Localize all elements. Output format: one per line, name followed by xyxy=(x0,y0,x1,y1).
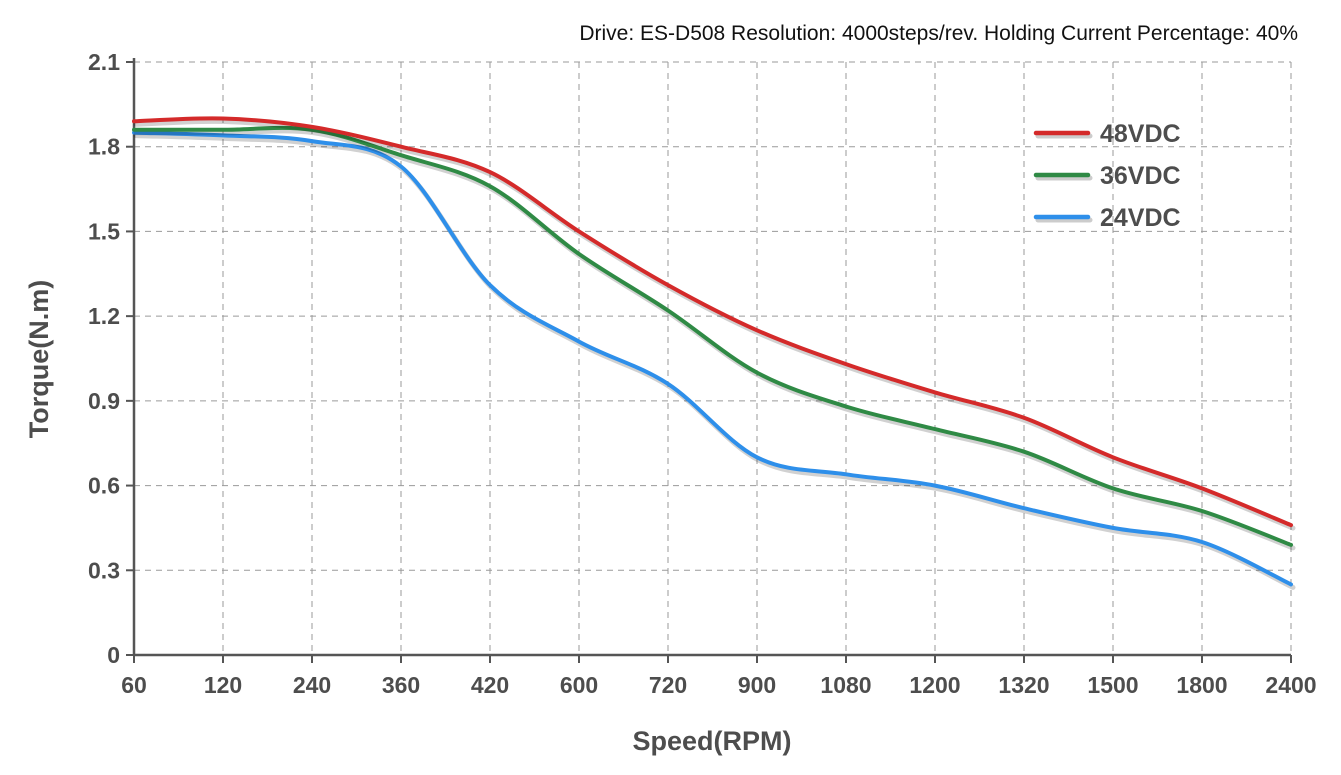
y-tick-label: 0.6 xyxy=(88,473,120,499)
x-tick-label: 600 xyxy=(560,672,598,698)
x-tick-label: 1500 xyxy=(1087,672,1138,698)
x-tick-label: 1320 xyxy=(998,672,1049,698)
x-tick-label: 1080 xyxy=(820,672,871,698)
x-tick-label: 360 xyxy=(382,672,420,698)
x-tick-labels: 60 120 240 360 420 600 720 900 1080 1200 1320 1500 1… xyxy=(121,672,1316,698)
grid xyxy=(134,61,1292,655)
y-tick-label: 2.1 xyxy=(88,49,120,75)
legend: 48VDC 36VDC 24VDC xyxy=(1033,120,1181,232)
chart-title: Drive: ES-D508 Resolution: 4000steps/rev… xyxy=(579,22,1298,45)
x-axis-title: Speed(RPM) xyxy=(632,726,791,756)
y-tick-label: 0.3 xyxy=(88,557,120,583)
y-tick-label: 1.5 xyxy=(88,218,120,244)
series-line-24vdc xyxy=(132,130,1293,587)
x-tick-label: 1200 xyxy=(909,672,960,698)
y-tick-label: 0.9 xyxy=(88,388,120,414)
series-line-36vdc xyxy=(132,125,1293,547)
x-tick-label: 720 xyxy=(649,672,687,698)
x-tick-label: 900 xyxy=(738,672,776,698)
y-tick-label: 1.2 xyxy=(88,303,120,329)
y-axis-title: Torque(N.m) xyxy=(24,280,54,438)
series-line-48vdc xyxy=(132,116,1293,528)
axes xyxy=(126,58,1292,663)
legend-label-24vdc: 24VDC xyxy=(1100,204,1181,232)
series-lines xyxy=(132,116,1296,590)
y-tick-labels: 0 0.3 0.6 0.9 1.2 1.5 1.8 2.1 xyxy=(88,49,120,668)
x-tick-label: 420 xyxy=(471,672,509,698)
x-tick-label: 60 xyxy=(121,672,147,698)
x-tick-label: 240 xyxy=(293,672,331,698)
legend-label-36vdc: 36VDC xyxy=(1100,162,1181,190)
legend-label-48vdc: 48VDC xyxy=(1100,120,1181,148)
series-shadow-36vdc xyxy=(133,128,1296,551)
y-tick-label: 1.8 xyxy=(88,134,120,160)
y-tick-label: 0 xyxy=(107,642,120,668)
x-tick-label: 120 xyxy=(204,672,242,698)
x-tick-label: 1800 xyxy=(1176,672,1227,698)
x-tick-label: 2400 xyxy=(1265,672,1316,698)
